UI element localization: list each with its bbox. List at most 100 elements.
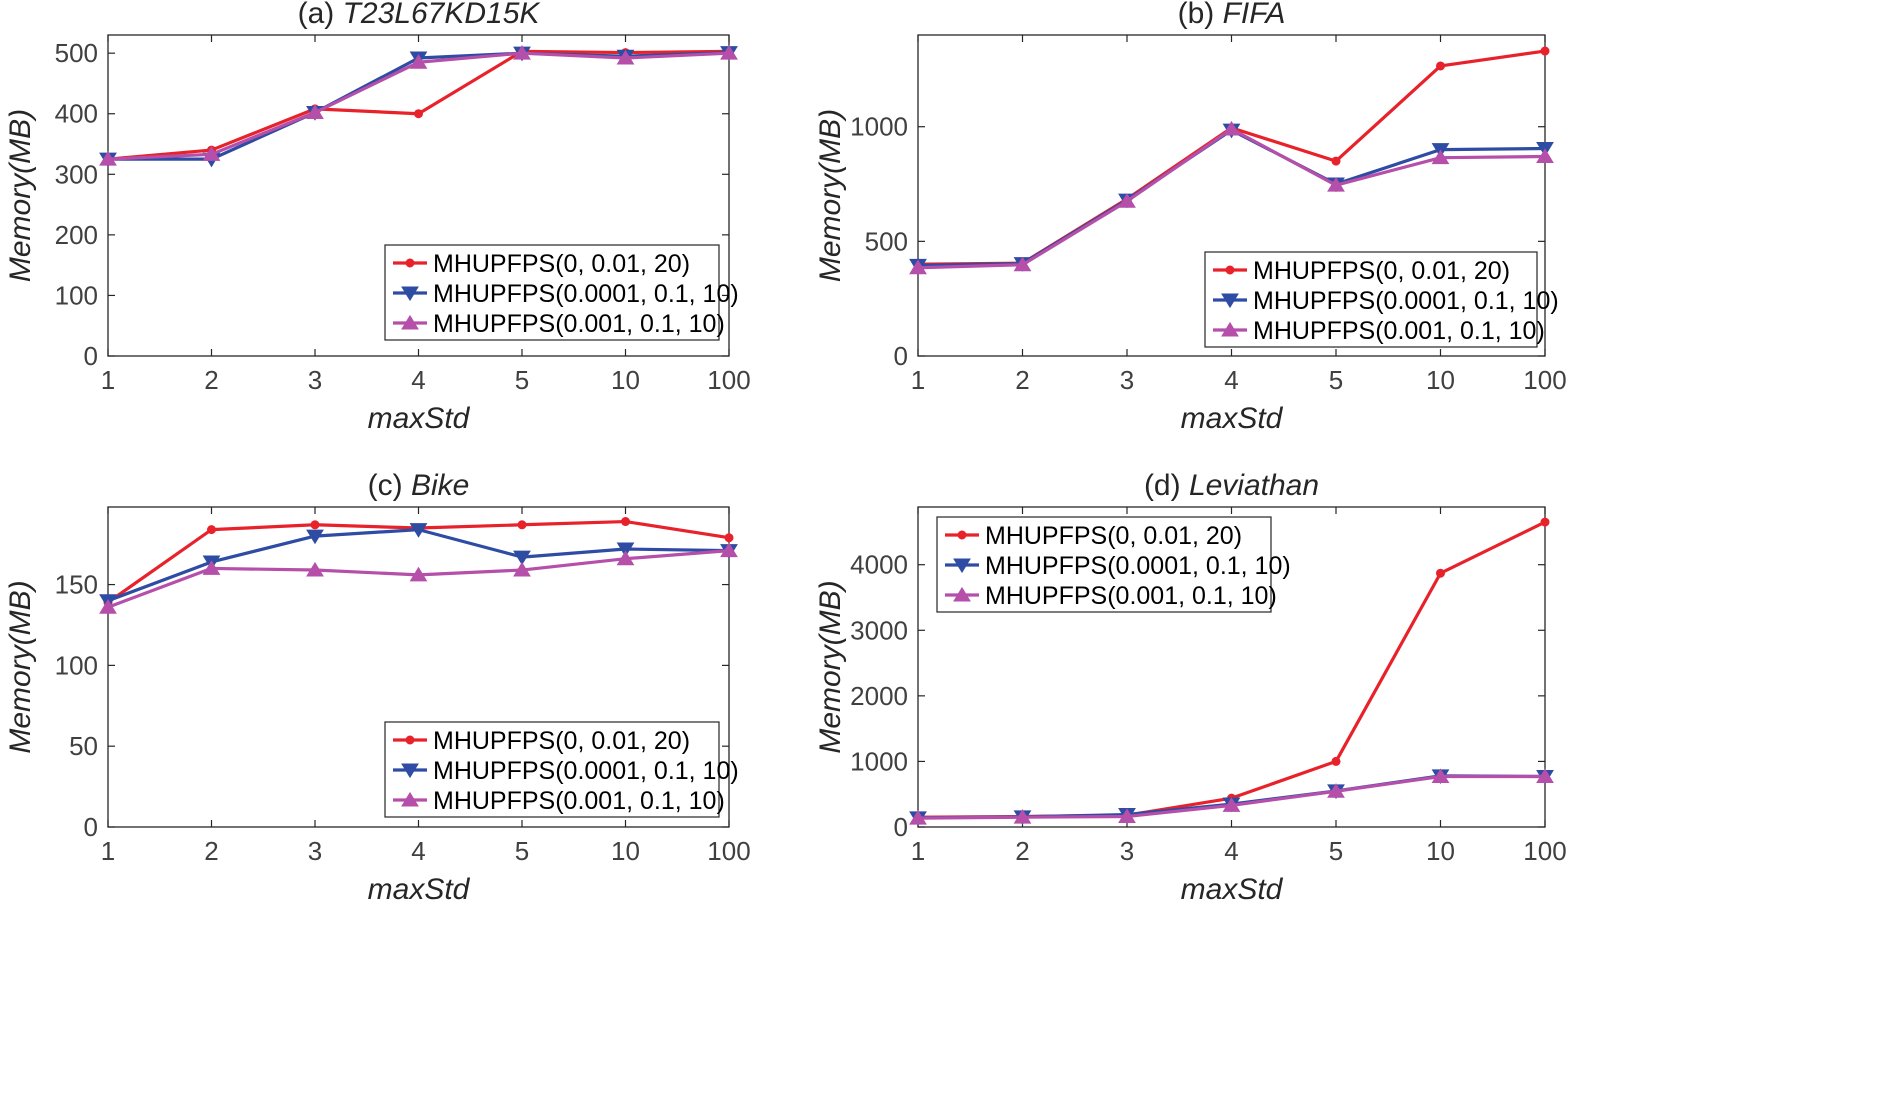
data-point xyxy=(616,49,635,65)
series-3 xyxy=(99,542,738,614)
data-point xyxy=(724,533,734,543)
data-point xyxy=(720,45,738,60)
x-tick-label: 2 xyxy=(204,365,218,395)
y-tick-label: 100 xyxy=(55,650,98,680)
panel-a: 1 2 3 4 5 10 100 0 100 200 300 400 500 (a) T23L67KD15… xyxy=(4,0,751,435)
data-point xyxy=(1222,797,1241,812)
legend-entry: MHUPFPS(0.0001, 0.1, 10) xyxy=(945,552,1291,580)
legend-box xyxy=(384,721,720,818)
legend-marker xyxy=(957,530,967,540)
legend-label: MHUPFPS(0.0001, 0.1, 10) xyxy=(433,757,739,785)
y-axis-label: Memory(MB) xyxy=(814,109,847,282)
y-tick-label: 1000 xyxy=(850,112,908,142)
panel-title: (b) FIFA xyxy=(1178,0,1286,30)
panel-label: (a) xyxy=(298,0,343,30)
data-point xyxy=(616,550,635,566)
x-tick-label: 5 xyxy=(515,836,529,866)
x-tick-label: 5 xyxy=(515,365,529,395)
data-point xyxy=(909,809,927,825)
data-point xyxy=(1536,768,1554,784)
x-tick-label: 100 xyxy=(1523,836,1566,866)
data-point xyxy=(1118,193,1136,208)
legend-entry: MHUPFPS(0, 0.01, 20) xyxy=(1213,257,1510,285)
dataset-name: T23L67KD15K xyxy=(343,0,542,30)
x-axis-label: maxStd xyxy=(1181,873,1284,906)
data-point xyxy=(909,259,927,275)
legend-label: MHUPFPS(0.0001, 0.1, 10) xyxy=(1253,287,1559,315)
x-tick-label: 3 xyxy=(308,365,322,395)
legend-entry: MHUPFPS(0.001, 0.1, 10) xyxy=(945,582,1277,610)
panel-label: (b) xyxy=(1178,0,1223,30)
series-3 xyxy=(99,45,738,166)
legend-label: MHUPFPS(0.001, 0.1, 10) xyxy=(985,582,1277,610)
legend-label: MHUPFPS(0.001, 0.1, 10) xyxy=(433,310,725,338)
legend: MHUPFPS(0, 0.01, 20)MHUPFPS(0.0001, 0.1,… xyxy=(936,516,1291,613)
x-tick-label: 3 xyxy=(1120,836,1134,866)
series-line xyxy=(107,528,730,603)
series-2 xyxy=(909,123,1554,274)
legend-marker xyxy=(401,286,419,302)
x-tick-label: 4 xyxy=(411,365,425,395)
legend-entry: MHUPFPS(0.001, 0.1, 10) xyxy=(1213,317,1545,345)
x-tick-label: 1 xyxy=(911,365,925,395)
y-tick-label: 3000 xyxy=(850,615,908,645)
series-2 xyxy=(99,523,738,609)
legend-box xyxy=(384,244,720,341)
legend: MHUPFPS(0, 0.01, 20)MHUPFPS(0.0001, 0.1,… xyxy=(384,244,739,341)
data-point xyxy=(306,529,324,545)
x-tick-label: 2 xyxy=(1015,365,1029,395)
y-tick-label: 500 xyxy=(55,38,98,68)
data-point xyxy=(1327,177,1345,192)
data-point xyxy=(1013,808,1032,824)
x-tick-label: 4 xyxy=(411,836,425,866)
data-point xyxy=(616,542,635,558)
series-3 xyxy=(909,768,1554,825)
y-axis-label: Memory(MB) xyxy=(814,580,847,753)
panel-title: (d) Leviathan xyxy=(1144,469,1319,502)
panel-title: (c) Bike xyxy=(368,469,470,502)
data-point xyxy=(409,54,428,69)
dataset-name: Leviathan xyxy=(1189,469,1319,502)
data-point xyxy=(1431,768,1450,784)
data-point xyxy=(202,146,221,161)
data-point xyxy=(1331,756,1341,766)
x-tick-label: 1 xyxy=(101,836,115,866)
panel-c: 1 2 3 4 5 10 100 0 50 100 150 (c) Bike maxStd Memory(… xyxy=(4,469,751,906)
y-tick-label: 400 xyxy=(55,99,98,129)
y-tick-label: 200 xyxy=(55,220,98,250)
legend-label: MHUPFPS(0.0001, 0.1, 10) xyxy=(985,552,1291,580)
data-point xyxy=(1327,783,1345,798)
data-point xyxy=(414,109,423,119)
legend-entry: MHUPFPS(0, 0.01, 20) xyxy=(945,522,1242,550)
data-point xyxy=(1118,808,1136,824)
y-axis-label: Memory(MB) xyxy=(4,580,37,753)
data-point xyxy=(306,104,324,120)
x-axis-label: maxStd xyxy=(368,873,471,906)
data-point xyxy=(513,561,531,577)
panel-label: (d) xyxy=(1144,469,1189,502)
legend-marker xyxy=(401,763,419,779)
x-tick-label: 3 xyxy=(308,836,322,866)
data-point xyxy=(1222,120,1241,136)
data-point xyxy=(513,550,531,566)
data-point xyxy=(1331,156,1341,166)
data-point xyxy=(513,45,531,60)
data-point xyxy=(1431,149,1450,165)
dataset-name: FIFA xyxy=(1223,0,1286,30)
data-point xyxy=(621,517,630,527)
legend-label: MHUPFPS(0.001, 0.1, 10) xyxy=(1253,317,1545,345)
legend-box xyxy=(1204,251,1538,348)
legend-marker xyxy=(405,258,415,268)
data-point xyxy=(310,520,320,530)
y-axis-label: Memory(MB) xyxy=(4,109,37,282)
y-tick-label: 2000 xyxy=(850,681,908,711)
legend-marker xyxy=(1221,321,1239,337)
x-tick-label: 3 xyxy=(1120,365,1134,395)
series-3 xyxy=(909,120,1554,275)
data-point xyxy=(1013,256,1032,272)
dataset-name: Bike xyxy=(411,469,469,502)
y-tick-label: 4000 xyxy=(850,550,908,580)
series-line xyxy=(107,51,730,161)
